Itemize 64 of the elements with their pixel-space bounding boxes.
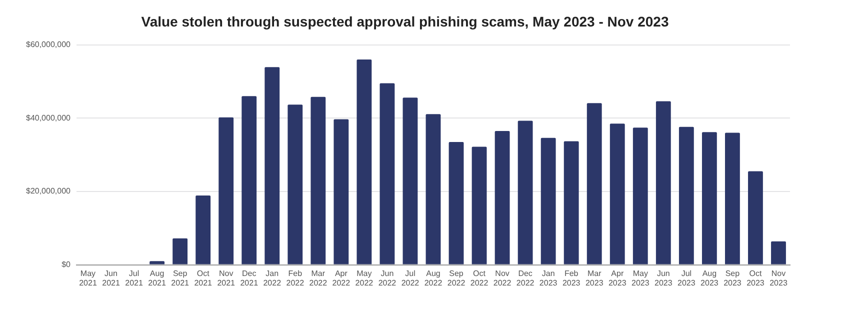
x-tick-label: Oct 2021 (194, 268, 213, 288)
bar (586, 103, 602, 264)
bar (771, 241, 786, 264)
bar (218, 117, 234, 264)
x-tick-label: Jun 2023 (654, 268, 673, 288)
x-tick-label: May 2023 (631, 268, 650, 288)
bar (264, 67, 280, 264)
chart-title: Value stolen through suspected approval phishing scams, May 2023 - Nov 2023 (141, 13, 669, 30)
x-tick-label: Oct 2022 (470, 268, 489, 288)
bar (150, 261, 165, 264)
x-tick-label: Aug 2023 (700, 268, 719, 288)
bar (242, 96, 257, 264)
bar (702, 132, 717, 264)
x-tick-label: Sep 2023 (724, 268, 742, 288)
y-tick-label: $60,000,000 (26, 40, 72, 50)
bar (494, 130, 510, 264)
x-tick-label: Jul 2021 (125, 268, 144, 288)
x-tick-label: Jul 2022 (401, 268, 420, 288)
x-tick-label: Feb 2023 (562, 268, 581, 288)
x-tick-label: Mar 2022 (309, 268, 328, 288)
x-tick-label: Jul 2023 (678, 268, 696, 288)
x-tick-label: Jan 2022 (263, 268, 282, 288)
x-tick-label: Nov 2021 (217, 268, 236, 288)
bar (402, 98, 418, 264)
bar (518, 120, 533, 264)
bar (426, 114, 441, 264)
y-tick-label: $40,000,000 (26, 113, 72, 122)
x-tick-label: Jan 2023 (539, 268, 558, 288)
bar (310, 96, 326, 264)
x-tick-label: Nov 2023 (770, 268, 788, 288)
y-tick-label: $20,000,000 (26, 186, 72, 196)
bar (380, 83, 395, 264)
x-tick-label: Sep 2021 (171, 268, 190, 288)
x-tick-label: Apr 2023 (608, 268, 627, 288)
x-tick-label: Sep 2022 (447, 268, 466, 288)
y-tick-label: $0 (62, 260, 72, 270)
bar (610, 124, 625, 264)
bar (196, 196, 211, 264)
x-tick-label: Jun 2022 (378, 268, 397, 288)
bar (288, 104, 303, 264)
bar (725, 132, 740, 264)
x-tick-label: Oct 2023 (746, 268, 765, 288)
bar (472, 146, 487, 264)
bar (564, 141, 579, 264)
bar (172, 238, 188, 264)
bar (656, 101, 671, 264)
x-tick-label: Feb 2022 (286, 268, 305, 288)
bar (334, 119, 349, 264)
bar (748, 171, 763, 264)
x-tick-label: Aug 2021 (148, 268, 166, 288)
x-tick-label: Aug 2022 (424, 268, 443, 288)
x-tick-label: Mar 2023 (585, 268, 604, 288)
x-tick-label: May 2021 (79, 268, 98, 288)
x-tick-label: Jun 2021 (102, 268, 120, 288)
bar (678, 126, 694, 264)
x-tick-label: Apr 2022 (332, 268, 351, 288)
x-tick-label: Dec 2022 (516, 268, 535, 288)
bar (448, 142, 464, 264)
x-tick-label: Nov 2022 (493, 268, 512, 288)
bar (632, 128, 648, 264)
x-tick-label: May 2022 (355, 268, 374, 288)
x-tick-label: Dec 2021 (240, 268, 259, 288)
bar (356, 59, 372, 264)
bar (540, 138, 556, 264)
